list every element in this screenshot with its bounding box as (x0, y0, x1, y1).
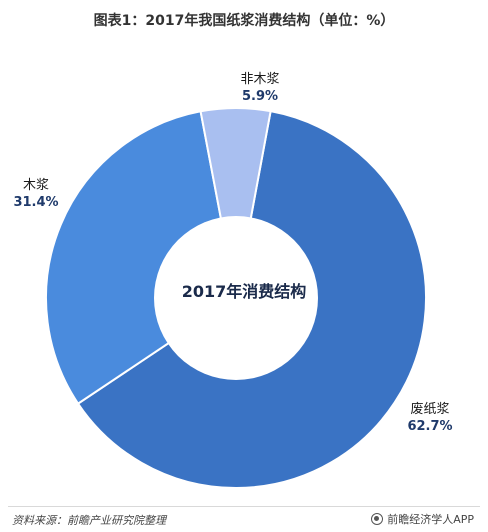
slice-name: 非木浆 (240, 72, 280, 87)
brand-logo-icon (371, 513, 384, 525)
slice-label-wood-pulp: 木浆 31.4% (6, 174, 66, 210)
slice-nonwood-pulp (199, 107, 272, 299)
slice-wood-pulp (45, 110, 238, 406)
slice-value: 62.7% (407, 419, 453, 434)
donut-hole (154, 216, 318, 380)
brand-name: 前瞻经济学人APP (387, 513, 474, 526)
footer: 资料来源：前瞻产业研究院整理 前瞻经济学人APP (0, 506, 488, 532)
slice-name: 废纸浆 (410, 402, 450, 417)
chart-title: 图表1：2017年我国纸浆消费结构（单位：%） (93, 13, 395, 29)
brand: 前瞻经济学人APP (371, 511, 474, 527)
slice-label-nonwood-pulp: 非木浆 5.9% (230, 68, 290, 104)
slice-name: 木浆 (22, 178, 49, 193)
slice-label-waste-pulp: 废纸浆 62.7% (400, 398, 460, 434)
slice-value: 5.9% (241, 89, 279, 104)
slice-value: 31.4% (13, 195, 59, 210)
donut-center-label: 2017年消费结构 (181, 282, 307, 301)
source-note: 资料来源：前瞻产业研究院整理 (12, 514, 166, 527)
footer-divider (8, 506, 480, 507)
